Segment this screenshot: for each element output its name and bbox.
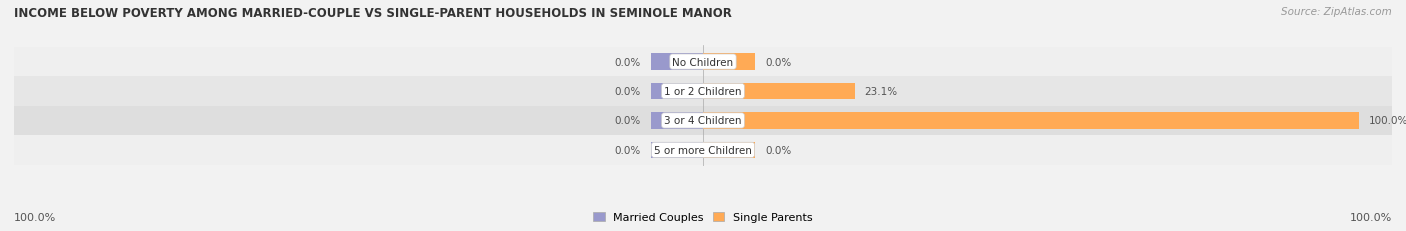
Bar: [14, 136, 1392, 165]
Bar: [651, 84, 703, 100]
Text: Source: ZipAtlas.com: Source: ZipAtlas.com: [1281, 7, 1392, 17]
Bar: [703, 54, 755, 70]
Bar: [703, 142, 755, 158]
Text: 0.0%: 0.0%: [765, 57, 792, 67]
Text: 0.0%: 0.0%: [614, 57, 641, 67]
Text: 0.0%: 0.0%: [614, 116, 641, 126]
Legend: Married Couples, Single Parents: Married Couples, Single Parents: [589, 208, 817, 227]
Text: INCOME BELOW POVERTY AMONG MARRIED-COUPLE VS SINGLE-PARENT HOUSEHOLDS IN SEMINOL: INCOME BELOW POVERTY AMONG MARRIED-COUPL…: [14, 7, 733, 20]
Bar: [14, 106, 1392, 136]
Text: 23.1%: 23.1%: [865, 87, 897, 97]
Text: No Children: No Children: [672, 57, 734, 67]
Text: 0.0%: 0.0%: [765, 145, 792, 155]
Text: 5 or more Children: 5 or more Children: [654, 145, 752, 155]
Text: 3 or 4 Children: 3 or 4 Children: [664, 116, 742, 126]
Bar: [14, 77, 1392, 106]
Text: 100.0%: 100.0%: [1350, 212, 1392, 222]
Text: 0.0%: 0.0%: [614, 87, 641, 97]
Bar: [651, 113, 703, 129]
Bar: [651, 54, 703, 70]
Bar: [651, 142, 703, 158]
Bar: [703, 84, 855, 100]
Text: 100.0%: 100.0%: [14, 212, 56, 222]
Bar: [703, 113, 1360, 129]
Text: 0.0%: 0.0%: [614, 145, 641, 155]
Text: 1 or 2 Children: 1 or 2 Children: [664, 87, 742, 97]
Text: 100.0%: 100.0%: [1369, 116, 1406, 126]
Bar: [14, 48, 1392, 77]
